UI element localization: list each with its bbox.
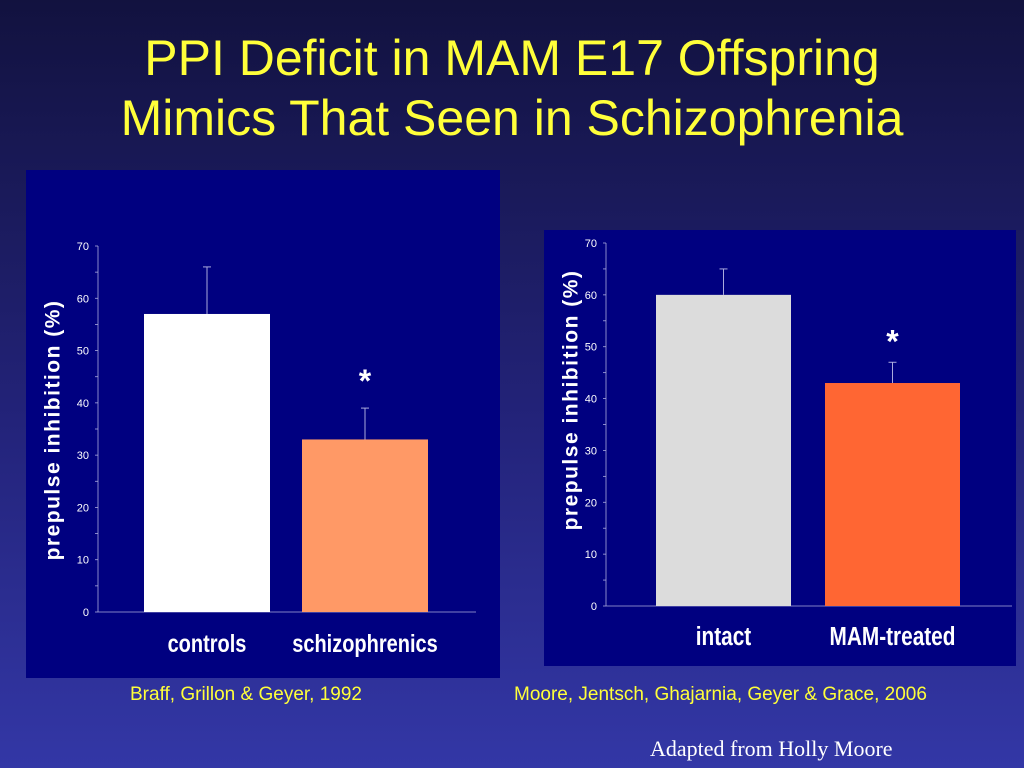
category-label-controls: controls	[168, 630, 247, 658]
y-tick-label: 30	[585, 445, 597, 457]
adapted-credit: Adapted from Holly Moore	[650, 736, 893, 761]
y-tick-label: 50	[585, 342, 597, 354]
y-tick-label: 0	[591, 601, 597, 613]
y-tick-label: 10	[585, 549, 597, 561]
y-tick-label: 70	[585, 238, 597, 250]
category-label-schizophrenics: schizophrenics	[292, 630, 438, 658]
y-tick-label: 70	[77, 241, 89, 253]
category-label-intact: intact	[696, 622, 752, 651]
y-tick-label: 0	[83, 607, 89, 619]
significance-asterisk: *	[359, 363, 372, 399]
y-tick-label: 20	[77, 502, 89, 514]
bar-intact	[656, 294, 791, 606]
title-line-2: Mimics That Seen in Schizophrenia	[120, 90, 904, 146]
source-caption-braff: Braff, Grillon & Geyer, 1992	[130, 684, 362, 705]
y-tick-label: 40	[585, 394, 597, 406]
bar-chart-braff: 0 10 20 30 40 50 60 70 prepulse inhibition (%) co…	[42, 241, 476, 658]
y-tick-label: 20	[585, 497, 597, 509]
significance-asterisk: *	[886, 323, 899, 359]
y-tick-label: 50	[77, 346, 89, 358]
y-tick-label: 30	[77, 450, 89, 462]
title-line-1: PPI Deficit in MAM E17 Offspring	[144, 30, 880, 86]
chart-panel-moore: 0 10 20 30 40 50 60 70 prepulse inhibition (%) in…	[544, 230, 1016, 666]
chart-panel-braff: 0 10 20 30 40 50 60 70 prepulse inhibition (%) co…	[26, 170, 500, 678]
bar-mam-treated	[825, 383, 960, 606]
category-label-mam-treated: MAM-treated	[830, 622, 956, 651]
bar-schizophrenics	[302, 439, 428, 612]
source-caption-moore: Moore, Jentsch, Ghajarnia, Geyer & Grace…	[514, 684, 927, 705]
bar-controls	[144, 313, 270, 612]
y-tick-label: 40	[77, 398, 89, 410]
y-tick-label: 10	[77, 555, 89, 567]
y-tick-label: 60	[77, 293, 89, 305]
slide-title: PPI Deficit in MAM E17 Offspring Mimics …	[0, 28, 1024, 148]
y-axis-label: prepulse inhibition (%)	[42, 300, 65, 561]
y-tick-label: 60	[585, 290, 597, 302]
bar-chart-moore: 0 10 20 30 40 50 60 70 prepulse inhibition (%) in…	[560, 238, 1012, 651]
y-axis-label: prepulse inhibition (%)	[560, 270, 583, 531]
